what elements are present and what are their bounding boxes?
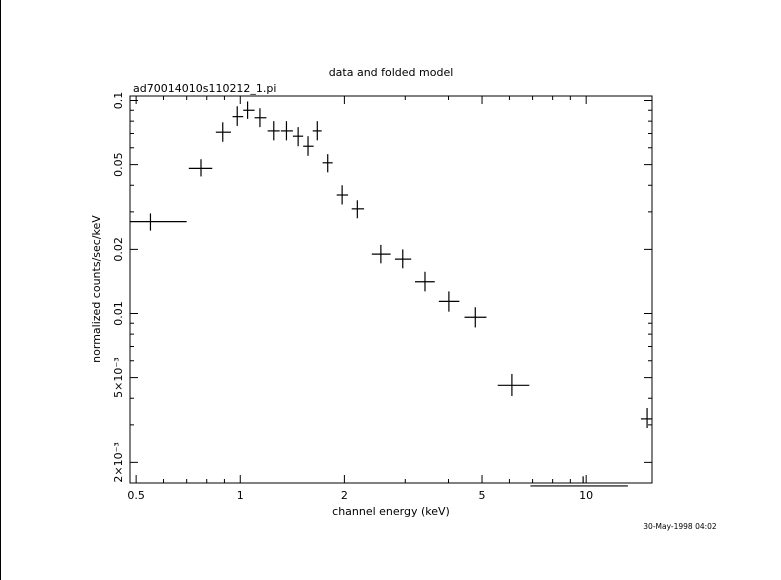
axis-tick-labels: 0.5 1 2 5 10 0.1 0.05 0.02 0.01 5×10⁻³ 2×10⁻³ — [112, 92, 593, 502]
data-point — [336, 185, 349, 205]
x-tick-label: 5 — [479, 489, 486, 502]
x-axis-label: channel energy (keV) — [332, 505, 450, 518]
y-axis-label: normalized counts/sec/keV — [90, 215, 103, 363]
data-point — [243, 101, 255, 119]
data-point — [351, 200, 365, 219]
data-point — [438, 291, 460, 312]
data-point — [130, 213, 187, 231]
data-points — [130, 101, 652, 487]
data-point — [303, 136, 314, 156]
data-point — [414, 271, 435, 292]
x-tick-label: 1 — [237, 489, 244, 502]
data-point — [267, 121, 280, 141]
x-tick-label: 2 — [341, 489, 348, 502]
y-tick-label: 0.01 — [112, 301, 125, 326]
data-point — [394, 249, 412, 269]
y-tick-label: 0.02 — [112, 237, 125, 262]
data-point — [464, 307, 487, 328]
chart-subtitle: ad70014010s110212_1.pi — [133, 82, 276, 95]
data-point — [232, 106, 244, 126]
data-point — [292, 127, 304, 147]
axis-ticks — [130, 96, 652, 483]
data-point — [640, 407, 652, 428]
chart-title: data and folded model — [329, 66, 454, 79]
data-point — [215, 122, 231, 142]
plot-frame — [129, 95, 653, 484]
window-left-edge — [0, 0, 1, 580]
y-tick-label: 5×10⁻³ — [112, 357, 125, 397]
data-point — [188, 159, 213, 177]
data-point — [497, 373, 530, 396]
y-tick-label: 0.1 — [112, 92, 125, 110]
timestamp-footer: 30-May-1998 04:02 — [643, 522, 717, 531]
data-point — [312, 121, 322, 141]
data-point — [530, 476, 628, 487]
y-tick-label: 2×10⁻³ — [112, 442, 125, 482]
y-tick-label: 0.05 — [112, 152, 125, 177]
x-tick-label: 10 — [579, 489, 593, 502]
x-tick-label: 0.5 — [127, 489, 145, 502]
data-point — [371, 244, 391, 264]
data-point — [254, 108, 267, 128]
data-point — [280, 121, 293, 141]
data-point — [322, 154, 333, 173]
